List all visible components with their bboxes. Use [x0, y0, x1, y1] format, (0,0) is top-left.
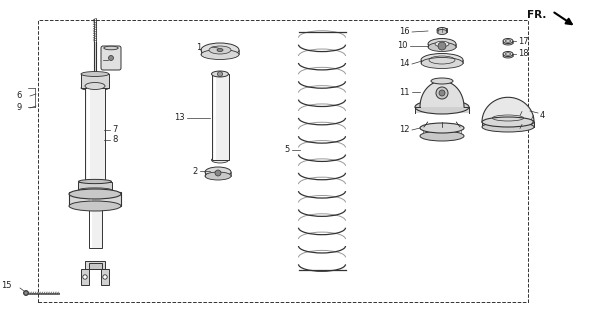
Text: 9: 9 [17, 103, 22, 113]
Ellipse shape [431, 78, 453, 84]
Ellipse shape [506, 53, 510, 55]
Bar [503, 53, 513, 56]
Ellipse shape [24, 291, 28, 295]
Ellipse shape [421, 53, 463, 67]
Circle shape [218, 71, 222, 76]
Polygon shape [445, 127, 457, 136]
Circle shape [438, 42, 446, 50]
Ellipse shape [428, 38, 456, 50]
Bar [201, 50, 239, 54]
Bar [482, 121, 534, 127]
Polygon shape [101, 269, 109, 285]
Bar [90, 190, 91, 248]
Bar [78, 181, 112, 190]
Bar [38, 20, 528, 302]
Bar [88, 263, 101, 269]
Bar [94, 42, 96, 75]
Ellipse shape [420, 131, 464, 141]
Ellipse shape [415, 100, 469, 114]
Ellipse shape [503, 38, 513, 44]
Circle shape [109, 55, 113, 60]
Ellipse shape [506, 40, 510, 42]
Bar [205, 172, 231, 176]
Polygon shape [482, 97, 534, 122]
Text: FR.: FR. [527, 10, 546, 20]
Bar [81, 74, 109, 88]
Text: 10: 10 [398, 42, 408, 51]
Ellipse shape [482, 122, 534, 132]
Ellipse shape [81, 85, 109, 91]
Ellipse shape [78, 188, 112, 192]
Text: 2: 2 [193, 166, 198, 175]
Circle shape [24, 291, 28, 295]
Bar [415, 105, 469, 113]
Ellipse shape [201, 43, 239, 57]
Bar [85, 86, 105, 182]
Polygon shape [445, 127, 457, 136]
Bar [87, 86, 90, 182]
Text: 12: 12 [399, 125, 410, 134]
Text: 18: 18 [518, 50, 529, 59]
Ellipse shape [503, 54, 513, 58]
Ellipse shape [205, 172, 231, 180]
Text: 16: 16 [399, 28, 410, 36]
Circle shape [83, 275, 87, 279]
Polygon shape [81, 269, 89, 285]
Polygon shape [420, 81, 464, 107]
Bar [88, 190, 101, 248]
Ellipse shape [421, 58, 463, 68]
Text: 5: 5 [285, 146, 290, 155]
Ellipse shape [437, 28, 447, 33]
Circle shape [439, 90, 445, 96]
Text: 15: 15 [2, 282, 12, 291]
Ellipse shape [81, 72, 109, 76]
Polygon shape [427, 127, 438, 136]
Bar [211, 74, 228, 160]
Bar [214, 74, 216, 160]
Text: 7: 7 [112, 125, 117, 134]
Ellipse shape [420, 123, 464, 133]
Bar [421, 59, 463, 63]
Polygon shape [427, 127, 438, 136]
Ellipse shape [211, 71, 228, 77]
Ellipse shape [69, 189, 121, 199]
Ellipse shape [435, 41, 449, 47]
Text: 11: 11 [399, 87, 410, 97]
Ellipse shape [211, 157, 228, 163]
Ellipse shape [217, 49, 223, 52]
FancyBboxPatch shape [101, 46, 121, 70]
Circle shape [103, 275, 107, 279]
Ellipse shape [201, 50, 239, 60]
Text: 3: 3 [110, 55, 116, 65]
Bar [428, 44, 456, 47]
Ellipse shape [205, 167, 231, 177]
Ellipse shape [69, 201, 121, 211]
Bar [503, 41, 513, 43]
Bar [437, 28, 447, 32]
Text: 13: 13 [175, 114, 185, 123]
Ellipse shape [503, 52, 513, 57]
Text: 14: 14 [399, 60, 410, 68]
Bar [85, 261, 105, 269]
Text: 4: 4 [540, 110, 545, 119]
Text: 8: 8 [112, 135, 117, 145]
Ellipse shape [209, 46, 231, 54]
Text: 17: 17 [518, 36, 529, 45]
Ellipse shape [85, 83, 105, 90]
Bar [69, 192, 121, 206]
Circle shape [215, 170, 221, 176]
Ellipse shape [428, 43, 456, 52]
Ellipse shape [503, 41, 513, 45]
Ellipse shape [482, 117, 534, 127]
Text: 6: 6 [17, 92, 22, 100]
Circle shape [436, 87, 448, 99]
Text: 1: 1 [196, 43, 201, 52]
Ellipse shape [104, 46, 118, 50]
Ellipse shape [437, 29, 447, 35]
Ellipse shape [78, 180, 112, 184]
